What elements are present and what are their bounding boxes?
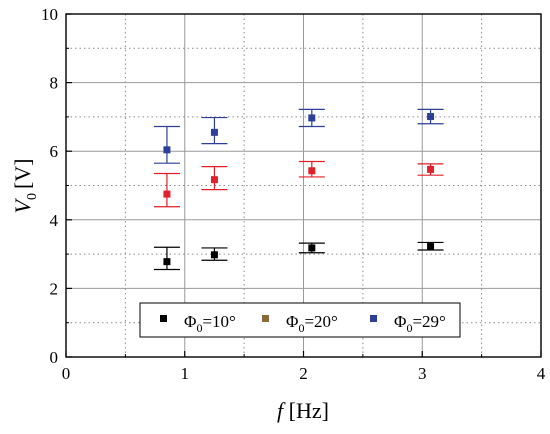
tick-label-y: 4 [50,211,59,230]
legend-label: Φ0=29° [394,312,446,335]
legend-marker [160,315,167,322]
tick-label-x: 4 [537,364,546,383]
error-bar [153,125,180,164]
y-axis-title: V0 [V] [10,159,40,214]
legend-label: Φ0=10° [184,312,236,335]
legend-entry: Φ0=10° [160,312,236,335]
legend: Φ0=10° Φ0=20° Φ0=29° [139,302,461,338]
tick-label-x: 0 [62,364,71,383]
legend-entry: Φ0=20° [262,312,338,335]
error-bar [153,172,180,208]
tick-label-y: 0 [50,348,59,367]
grid-layer [66,14,541,357]
legend-marker [370,315,377,322]
legend-box [139,302,461,338]
data-point [163,190,171,198]
tick-labels: 0 1 2 3 4 0 2 4 6 8 10 [41,5,546,383]
tick-label-y: 6 [50,142,59,161]
legend-entries: Φ0=10° Φ0=20° Φ0=29° [160,312,446,335]
data-point [163,146,171,154]
data-point [427,113,435,121]
x-axis-variable: f [277,398,286,423]
tick-label-y: 8 [50,74,59,93]
data-point [210,176,218,184]
tick-label-x: 1 [181,364,190,383]
legend-marker [262,315,269,322]
tick-label-y: 2 [50,279,59,298]
data-point [308,167,316,175]
legend-entry: Φ0=29° [370,312,446,335]
data-point [210,251,218,259]
tick-label-x: 3 [418,364,427,383]
y-axis-unit: [V] [10,159,35,190]
data-point [427,165,435,173]
data-point [163,258,171,266]
tick-label-x: 2 [299,364,308,383]
data-point [427,243,435,251]
axis-ticks [65,13,542,358]
y-axis-subscript: 0 [25,193,40,200]
data-point [308,244,316,252]
tick-label-y: 10 [41,5,58,24]
data-markers [163,113,435,266]
y-axis-variable: V [10,198,35,214]
data-point [210,128,218,136]
x-axis-title: f [Hz] [277,398,329,423]
legend-label: Φ0=20° [286,312,338,335]
x-axis-unit: [Hz] [289,398,329,423]
data-point [308,114,316,122]
